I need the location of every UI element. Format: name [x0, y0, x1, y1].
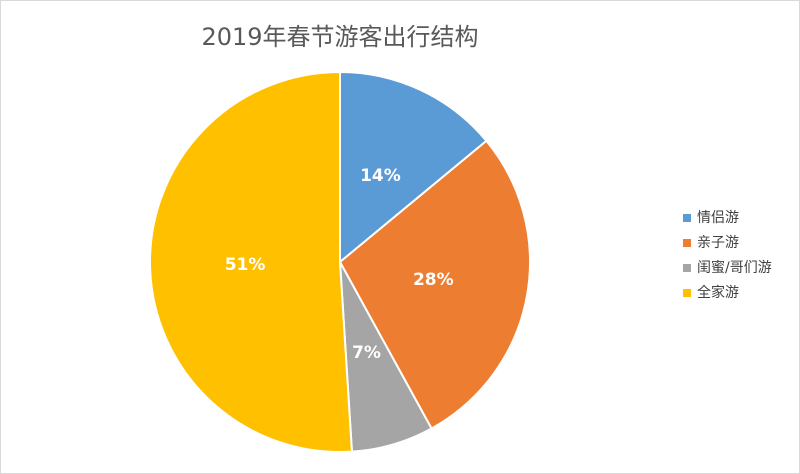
data-label: 51%	[225, 255, 266, 275]
data-label: 28%	[413, 270, 454, 290]
chart-title: 2019年春节游客出行结构	[201, 23, 478, 51]
legend-label: 亲子游	[697, 235, 739, 251]
pie-slice	[338, 139, 531, 430]
legend-label: 全家游	[697, 284, 739, 301]
legend-swatch	[683, 264, 691, 272]
legend-label: 情侣游	[697, 210, 739, 226]
data-label: 7%	[352, 343, 381, 363]
pie-slice	[339, 70, 488, 265]
legend-label: 闺蜜/哥们游	[697, 260, 772, 276]
pie-slice	[149, 70, 353, 453]
data-label: 14%	[360, 166, 401, 186]
legend-swatch	[683, 214, 691, 222]
legend-swatch	[683, 239, 691, 247]
legend-swatch	[683, 289, 691, 297]
